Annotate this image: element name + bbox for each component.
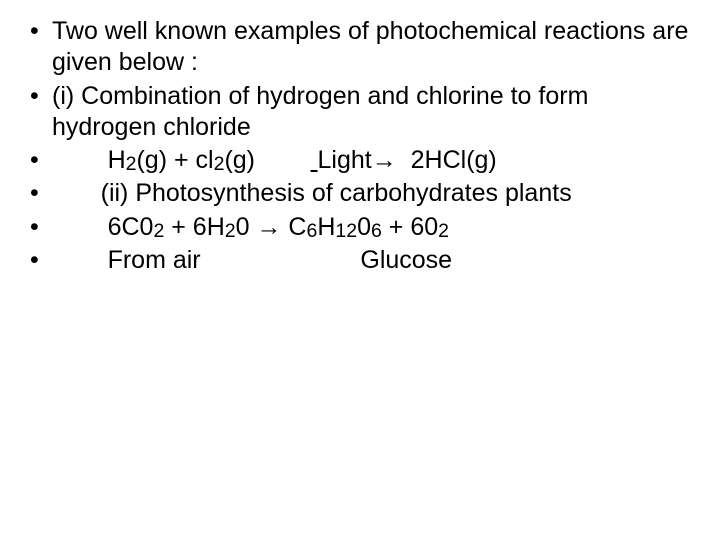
eq-part: Light→ 2HCl(g) [318, 146, 497, 174]
eq-part: (g) [224, 146, 310, 174]
eq-sub: 2 [153, 220, 164, 242]
eq-underline [311, 146, 318, 174]
eq-part: 6C0 [52, 213, 153, 241]
bullet-item: H2(g) + cl2(g) Light→ 2HCl(g) [24, 145, 696, 176]
eq-part: + 60 [382, 213, 438, 241]
bullet-item: (ii) Photosynthesis of carbohydrates pla… [24, 178, 696, 209]
eq-sub: 2 [126, 153, 137, 175]
bullet-item: 6C02 + 6H20 → C6H1206 + 602 [24, 212, 696, 243]
eq-sub: 2 [438, 220, 449, 242]
bullet-item: Two well known examples of photochemical… [24, 16, 696, 79]
eq-part: H [317, 213, 335, 241]
eq-part: (g) + cl [136, 146, 213, 174]
bullet-item: From air Glucose [24, 245, 696, 276]
equation-line: 6C02 + 6H20 → C6H1206 + 602 [52, 213, 449, 241]
bullet-text: (i) Combination of hydrogen and chlorine… [52, 82, 588, 141]
bullet-text: (ii) Photosynthesis of carbohydrates pla… [52, 179, 572, 207]
eq-sub: 2 [225, 220, 236, 242]
bullet-list: Two well known examples of photochemical… [24, 16, 696, 276]
eq-sub: 12 [335, 220, 357, 242]
eq-sub: 6 [306, 220, 317, 242]
eq-part: + 6H [164, 213, 224, 241]
slide-content: Two well known examples of photochemical… [24, 16, 696, 276]
eq-sub: 2 [214, 153, 225, 175]
eq-part: H [52, 146, 126, 174]
bullet-item: (i) Combination of hydrogen and chlorine… [24, 81, 696, 144]
bullet-text: From air Glucose [52, 246, 452, 274]
eq-part: 0 [357, 213, 371, 241]
eq-part: 0 → C [236, 213, 307, 241]
eq-sub: 6 [371, 220, 382, 242]
bullet-text: Two well known examples of photochemical… [52, 17, 688, 76]
equation-line: H2(g) + cl2(g) Light→ 2HCl(g) [52, 146, 497, 174]
